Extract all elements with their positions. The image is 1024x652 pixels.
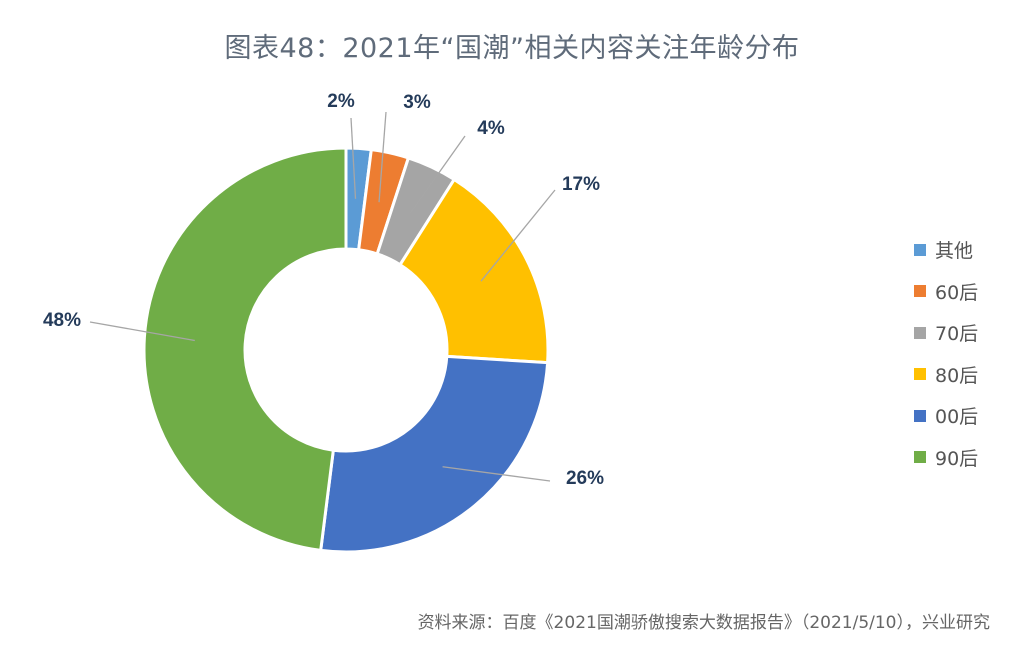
donut-slice-80后 <box>398 177 550 365</box>
chart-title: 图表48：2021年“国潮”相关内容关注年龄分布 <box>224 33 800 64</box>
legend-label: 00后 <box>935 406 979 429</box>
legend-label: 其他 <box>935 240 974 263</box>
data-label-70后: 4% <box>477 118 505 139</box>
legend-item: 70后 <box>914 312 978 354</box>
chart-legend: 其他 60后 70后 80后 00后 90后 <box>914 229 978 478</box>
data-label-其他: 2% <box>327 91 355 112</box>
leader-line-60后 <box>378 111 387 203</box>
data-label-60后: 3% <box>403 92 431 113</box>
leader-line-80后 <box>480 189 556 282</box>
legend-swatch <box>914 326 926 339</box>
data-label-80后: 17% <box>562 174 600 195</box>
legend-label: 70后 <box>935 323 979 346</box>
legend-label: 60后 <box>935 281 979 304</box>
legend-label: 80后 <box>935 364 979 387</box>
data-label-90后: 48% <box>43 310 81 331</box>
legend-swatch <box>914 451 926 464</box>
legend-item: 00后 <box>914 395 978 437</box>
leader-line-90后 <box>89 321 195 342</box>
legend-item: 60后 <box>914 271 978 313</box>
donut-slice-90后 <box>142 146 348 553</box>
legend-label: 90后 <box>935 447 979 470</box>
leader-line-其他 <box>350 117 357 199</box>
legend-item: 其他 <box>914 229 978 271</box>
leader-line-70后 <box>409 135 466 214</box>
legend-item: 90后 <box>914 437 978 479</box>
leader-line-00后 <box>442 466 551 482</box>
legend-swatch <box>914 409 926 422</box>
legend-item: 80后 <box>914 354 978 396</box>
source-note: 资料来源：百度《2021国潮骄傲搜索大数据报告》（2021/5/10），兴业研究 <box>417 613 990 633</box>
data-label-00后: 26% <box>566 468 604 489</box>
legend-swatch <box>914 243 926 256</box>
legend-swatch <box>914 285 926 298</box>
legend-swatch <box>914 368 926 381</box>
donut-slice-00后 <box>319 354 550 554</box>
